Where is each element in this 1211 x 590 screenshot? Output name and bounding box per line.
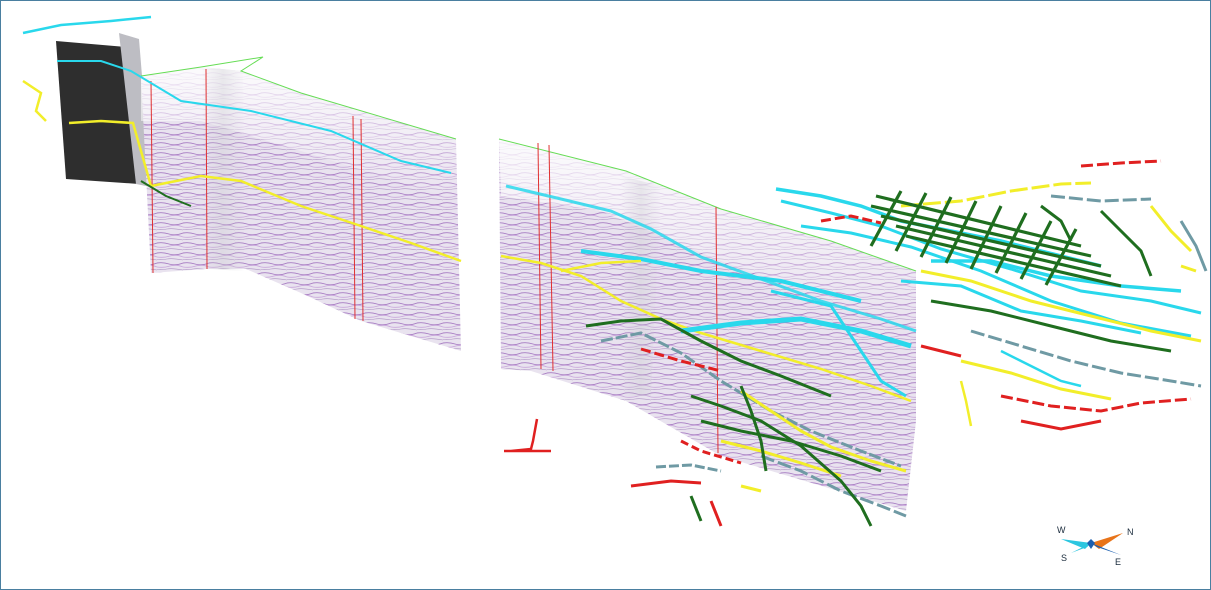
gray-panel-edge (119, 33, 151, 187)
compass-label-n: N (1127, 527, 1134, 537)
well-line (205, 68, 208, 270)
horizon-cyan (22, 15, 152, 35)
horizon-interpretation-cluster (560, 259, 907, 527)
section-top-edge (140, 56, 457, 140)
horizon-cyan (680, 316, 912, 349)
well-line (150, 80, 154, 274)
compass-label-w: W (1057, 525, 1066, 535)
well-line (352, 115, 356, 320)
seismic-section-left[interactable] (140, 56, 461, 351)
horizon-red-stick (504, 418, 551, 453)
compass-label-s: S (1061, 553, 1067, 563)
dark-seismic-panel[interactable] (56, 41, 139, 184)
horizon-grid-darkgreen (869, 190, 1122, 288)
well-line (548, 144, 554, 372)
horizon-darkgreen (140, 180, 192, 207)
horizon-cyan (580, 249, 862, 303)
horizon-yellow (500, 254, 912, 403)
horizon-network-right (775, 159, 1208, 431)
compass-label-e: E (1115, 557, 1121, 567)
horizon-cyan (57, 60, 452, 174)
compass-rose-icon: W N S E (1057, 525, 1134, 567)
well-line (537, 142, 542, 370)
horizon-yellow (22, 79, 47, 122)
horizon-cyan (770, 289, 907, 398)
section-top-edge (498, 138, 917, 272)
horizon-yellow (68, 119, 462, 263)
well-line (360, 118, 364, 322)
horizon-cyan (505, 184, 917, 333)
well-line (715, 206, 719, 454)
